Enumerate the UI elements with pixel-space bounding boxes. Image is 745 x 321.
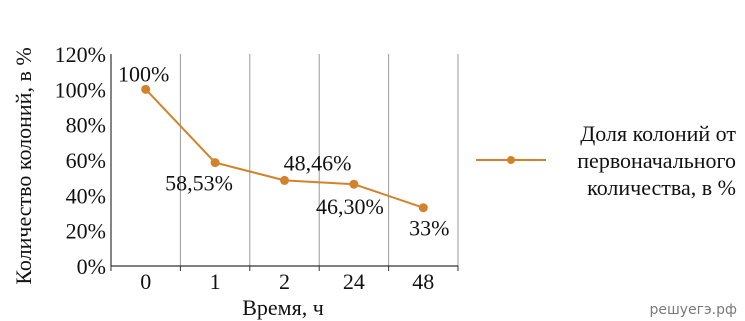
x-tick-label: 24	[343, 269, 365, 294]
grid-lines	[179, 54, 459, 266]
legend-label-line-1: Доля колоний от	[580, 121, 736, 146]
y-tick-label: 100%	[55, 77, 106, 102]
data-label: 100%	[118, 61, 169, 86]
x-tick-label: 2	[279, 269, 290, 294]
data-point	[210, 158, 220, 168]
data-point	[349, 179, 359, 189]
x-tick-label: 1	[210, 269, 221, 294]
y-tick-label: 80%	[66, 113, 106, 138]
y-axis-title: Количество колоний, в %	[11, 47, 36, 284]
data-labels: 100% 58,53% 48,46% 46,30% 33%	[118, 61, 449, 240]
x-tick-label: 48	[412, 269, 434, 294]
legend-label-line-2: первоначального	[577, 148, 736, 173]
data-point	[141, 84, 151, 94]
y-tick-label: 40%	[66, 183, 106, 208]
x-tick-labels: 0 1 2 24 48	[140, 269, 434, 294]
axes	[110, 54, 459, 271]
data-label: 33%	[409, 216, 449, 241]
legend: Доля колоний от первоначального количест…	[476, 121, 736, 200]
data-series	[141, 84, 428, 213]
y-tick-label: 0%	[77, 254, 106, 279]
y-tick-label: 120%	[55, 42, 106, 67]
data-label: 46,30%	[316, 194, 384, 219]
data-label: 58,53%	[165, 171, 233, 196]
data-label: 48,46%	[284, 150, 352, 175]
legend-marker	[507, 156, 515, 164]
y-tick-label: 60%	[66, 148, 106, 173]
legend-label-line-3: количества, в %	[587, 175, 736, 200]
x-axis-title: Время, ч	[242, 295, 324, 320]
data-point	[280, 175, 289, 185]
y-tick-label: 20%	[66, 219, 106, 244]
watermark: решуегэ.рф	[649, 302, 737, 318]
x-tick-label: 0	[140, 269, 151, 294]
data-point	[418, 203, 428, 213]
y-tick-labels: 0% 20% 40% 60% 80% 100% 120%	[55, 42, 106, 279]
